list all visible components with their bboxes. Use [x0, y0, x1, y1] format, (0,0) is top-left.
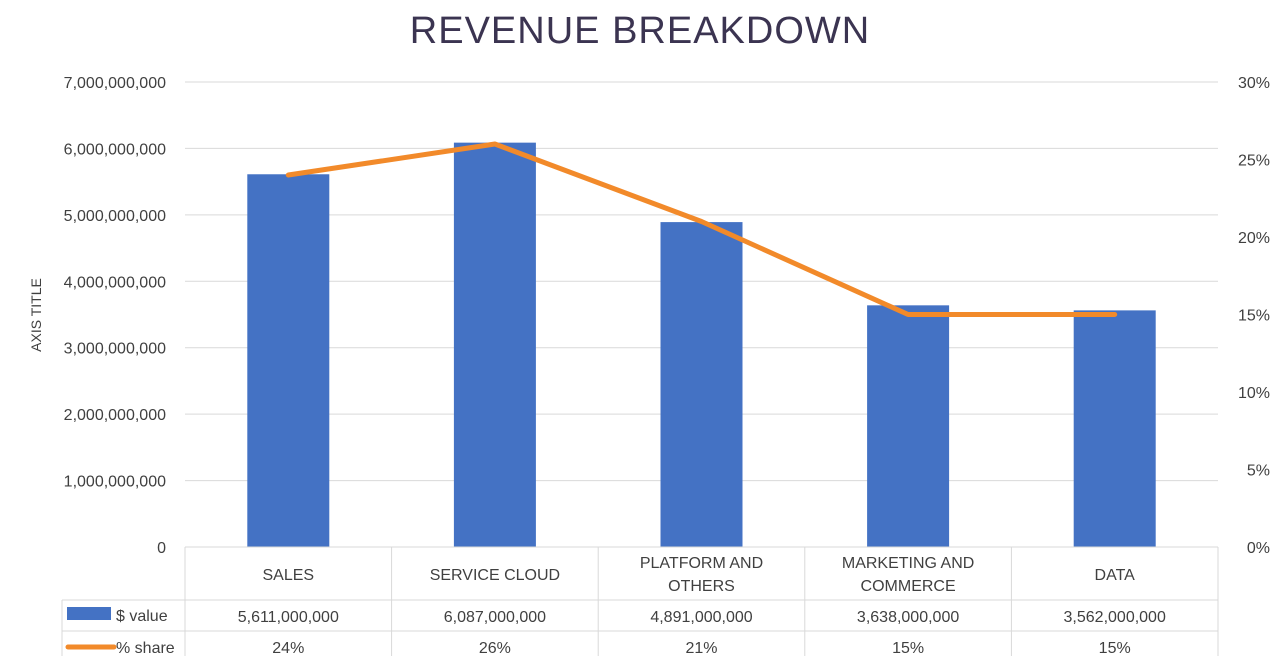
legend-key-bar: [67, 607, 111, 620]
table-cell-share: 15%: [1099, 640, 1131, 656]
y2-tick-label: 25%: [1238, 153, 1270, 170]
table-cell-share: 15%: [892, 640, 924, 656]
bar: [453, 142, 536, 547]
table-cell-value: 3,562,000,000: [1064, 609, 1166, 626]
y-axis-ticks: 0 1,000,000,000 2,000,000,000 3,000,000,000…: [64, 75, 166, 557]
y-tick-label: 6,000,000,000: [64, 141, 166, 158]
data-table: SALES SERVICE CLOUD PLATFORM AND OTHERS MARK…: [61, 546, 1219, 656]
y-tick-label: 0: [157, 540, 166, 557]
y-tick-label: 7,000,000,000: [64, 75, 166, 92]
chart-title: REVENUE BREAKDOWN: [410, 10, 870, 52]
y2-tick-label: 0%: [1247, 540, 1270, 557]
y-axis-title: AXIS TITLE: [28, 278, 44, 352]
category-label: PLATFORM AND OTHERS: [640, 555, 763, 595]
y2-tick-label: 20%: [1238, 230, 1270, 247]
bar: [867, 305, 950, 547]
y2-tick-label: 5%: [1247, 463, 1270, 480]
y2-tick-label: 10%: [1238, 385, 1270, 402]
table-cell-value: 5,611,000,000: [238, 609, 339, 626]
category-label: DATA: [1095, 567, 1136, 584]
table-cell-share: 21%: [685, 640, 717, 656]
table-cell-value: 4,891,000,000: [650, 609, 752, 626]
y-tick-label: 3,000,000,000: [64, 341, 166, 358]
bar: [1073, 310, 1156, 547]
legend-label-share: % share: [116, 640, 175, 656]
y2-tick-label: 15%: [1238, 308, 1270, 325]
y2-axis-ticks: 0% 5% 10% 15% 20% 25% 30%: [1238, 75, 1270, 557]
bar: [247, 174, 330, 547]
y-tick-label: 5,000,000,000: [64, 208, 166, 225]
table-cell-share: 26%: [479, 640, 511, 656]
category-label: SALES: [263, 567, 315, 584]
table-cell-value: 3,638,000,000: [857, 609, 959, 626]
y-tick-label: 1,000,000,000: [64, 474, 166, 491]
table-cell-share: 24%: [272, 640, 304, 656]
line-series: [285, 141, 1118, 317]
category-label: SERVICE CLOUD: [430, 567, 560, 584]
y2-tick-label: 30%: [1238, 75, 1270, 92]
legend-label-value: $ value: [116, 608, 168, 625]
bar-series: [247, 142, 1156, 548]
bar: [660, 222, 743, 548]
table-cell-value: 6,087,000,000: [444, 609, 546, 626]
category-label: MARKETING AND COMMERCE: [842, 555, 974, 595]
y-tick-label: 4,000,000,000: [64, 274, 166, 291]
y-tick-label: 2,000,000,000: [64, 407, 166, 424]
